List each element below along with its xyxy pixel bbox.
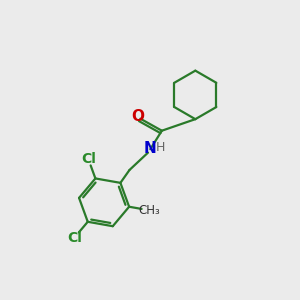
Text: N: N [144, 140, 157, 155]
Text: Cl: Cl [67, 231, 82, 245]
Text: Cl: Cl [81, 152, 96, 166]
Text: O: O [131, 109, 145, 124]
Text: H: H [155, 141, 165, 154]
Text: CH₃: CH₃ [139, 204, 160, 217]
